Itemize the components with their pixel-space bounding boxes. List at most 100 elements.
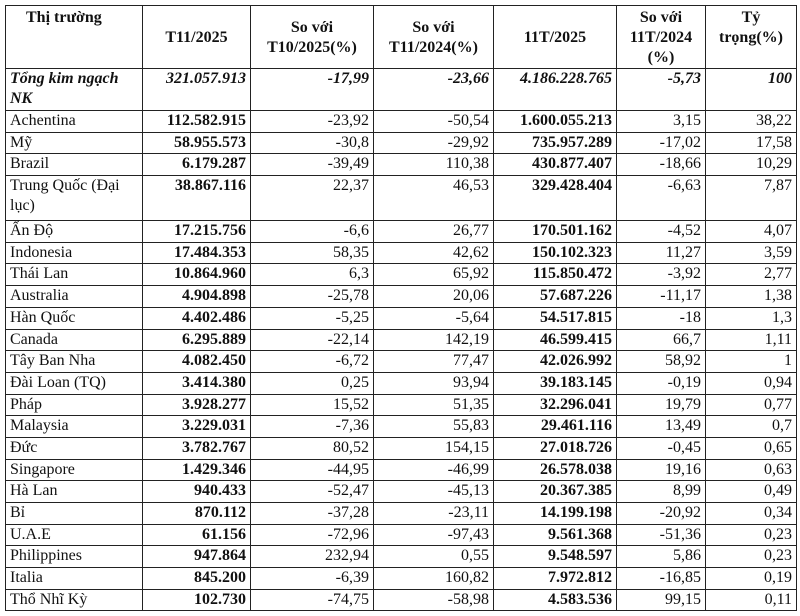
cell-vs-t11-2024: -46,99 (373, 458, 494, 482)
cell-11t-2025: 26.578.038 (493, 458, 617, 482)
cell-t11-2025: 38.867.116 (142, 175, 251, 222)
cell-11t-2025: 57.687.226 (493, 285, 617, 308)
cell-market-name: Canada (5, 328, 143, 352)
cell-t11-2025: 10.864.960 (142, 263, 251, 287)
cell-vs-11t-2024: -18 (616, 306, 706, 330)
cell-t11-2025: 870.112 (142, 502, 251, 525)
cell-market-name: Hà Lan (5, 480, 143, 503)
cell-market-name: Hàn Quốc (5, 306, 143, 330)
cell-11t-2025: 735.957.289 (493, 131, 617, 155)
cell-vs-11t-2024: 66,7 (616, 328, 706, 352)
cell-vs-t10-2025: -6,39 (250, 567, 374, 590)
table-row: Australia 4.904.898 -25,78 20,06 57.687.226-… (5, 285, 797, 308)
total-t11-2025: 321.057.913 (142, 68, 251, 111)
cell-t11-2025: 17.215.756 (142, 220, 251, 243)
header-share: Tỷ trọng(%) (705, 5, 797, 69)
cell-11t-2025: 20.367.385 (493, 480, 617, 503)
cell-market-name: Ấn Độ (5, 220, 143, 243)
cell-vs-t10-2025: -52,47 (250, 480, 374, 503)
cell-11t-2025: 32.296.041 (493, 393, 617, 417)
cell-vs-11t-2024: 11,27 (616, 241, 706, 265)
cell-vs-t11-2024: 51,35 (373, 393, 494, 417)
cell-vs-t11-2024: 26,77 (373, 220, 494, 243)
table-row: Brazil 6.179.287 -39,49 110,38 430.877.407 -1… (5, 153, 797, 177)
cell-share: 7,87 (705, 175, 797, 222)
cell-market-name: Philippines (5, 545, 143, 569)
table-row: Pháp 3.928.277 15,52 51,35 32.296.041 19,79 0,… (5, 393, 797, 417)
cell-vs-11t-2024: 19,16 (616, 458, 706, 482)
cell-vs-t10-2025: -6,6 (250, 220, 374, 243)
cell-market-name: Tây Ban Nha (5, 350, 143, 373)
cell-share: 0,23 (705, 523, 797, 547)
cell-t11-2025: 3.928.277 (142, 393, 251, 417)
cell-vs-t10-2025: -25,78 (250, 285, 374, 308)
cell-market-name: Pháp (5, 393, 143, 417)
cell-market-name: U.A.E (5, 523, 143, 547)
cell-share: 10,29 (705, 153, 797, 177)
header-row: Thị trường T11/2025 So với T10/2025(%) S… (5, 5, 797, 69)
cell-share: 17,58 (705, 131, 797, 155)
cell-share: 0,34 (705, 502, 797, 525)
header-vs-t10-2025: So với T10/2025(%) (250, 5, 374, 69)
cell-vs-t10-2025: 80,52 (250, 436, 374, 460)
cell-share: 0,63 (705, 458, 797, 482)
cell-11t-2025: 29.461.116 (493, 415, 617, 438)
cell-share: 1 (705, 350, 797, 373)
cell-vs-t11-2024: 0,55 (373, 545, 494, 569)
cell-share: 0,11 (705, 588, 797, 612)
cell-share: 0,77 (705, 393, 797, 417)
cell-11t-2025: 430.877.407 (493, 153, 617, 177)
cell-11t-2025: 46.599.415 (493, 328, 617, 352)
cell-vs-t11-2024: -23,11 (373, 502, 494, 525)
header-t11-2025: T11/2025 (142, 5, 251, 69)
cell-vs-t11-2024: 160,82 (373, 567, 494, 590)
table-row: Malaysia 3.229.031 -7,36 55,83 29.461.116 13,… (5, 415, 797, 438)
table-row: Đài Loan (TQ) 3.414.380 0,25 93,94 39.183.14… (5, 371, 797, 395)
header-market: Thị trường (5, 5, 143, 69)
cell-11t-2025: 1.600.055.213 (493, 110, 617, 133)
cell-vs-t11-2024: 65,92 (373, 263, 494, 287)
header-vs-t11-2024: So với T11/2024(%) (373, 5, 494, 69)
cell-vs-11t-2024: -0,45 (616, 436, 706, 460)
cell-vs-11t-2024: -6,63 (616, 175, 706, 222)
cell-vs-t10-2025: 0,25 (250, 371, 374, 395)
table-row: Philippines 947.864 232,94 0,55 9.548.597 5,8… (5, 545, 797, 569)
cell-t11-2025: 17.484.353 (142, 241, 251, 265)
cell-share: 1,3 (705, 306, 797, 330)
table-row: Singapore 1.429.346 -44,95 -46,99 26.578.038… (5, 458, 797, 482)
cell-11t-2025: 54.517.815 (493, 306, 617, 330)
cell-share: 2,77 (705, 263, 797, 287)
cell-vs-t10-2025: -37,28 (250, 502, 374, 525)
cell-vs-t11-2024: -45,13 (373, 480, 494, 503)
cell-11t-2025: 9.561.368 (493, 523, 617, 547)
cell-market-name: Mỹ (5, 131, 143, 155)
cell-vs-t10-2025: 232,94 (250, 545, 374, 569)
total-row: Tổng kim ngạch NK 321.057.913 -17,99 -23… (5, 68, 797, 111)
cell-vs-t10-2025: -5,25 (250, 306, 374, 330)
table-row: U.A.E 61.156 -72,96 -97,43 9.561.368 -51,36 0,… (5, 523, 797, 547)
table-row: Canada 6.295.889 -22,14 142,19 46.599.415 66,… (5, 328, 797, 352)
cell-share: 0,94 (705, 371, 797, 395)
cell-t11-2025: 947.864 (142, 545, 251, 569)
cell-t11-2025: 6.295.889 (142, 328, 251, 352)
table-row: Mỹ 58.955.573 -30,8 -29,92 735.957.289 -17,02… (5, 131, 797, 155)
cell-vs-11t-2024: -17,02 (616, 131, 706, 155)
table-row: Thái Lan 10.864.960 6,3 65,92 115.850.472 -3,… (5, 263, 797, 287)
cell-vs-t10-2025: -23,92 (250, 110, 374, 133)
cell-11t-2025: 27.018.726 (493, 436, 617, 460)
cell-vs-t10-2025: 58,35 (250, 241, 374, 265)
table-row: Thổ Nhĩ Kỳ 102.730 -74,75 -58,98 4.583.536 99… (5, 588, 797, 612)
cell-t11-2025: 58.955.573 (142, 131, 251, 155)
total-vs-t11-2024: -23,66 (373, 68, 494, 111)
cell-vs-11t-2024: -51,36 (616, 523, 706, 547)
cell-vs-t11-2024: 110,38 (373, 153, 494, 177)
cell-vs-11t-2024: 5,86 (616, 545, 706, 569)
cell-11t-2025: 39.183.145 (493, 371, 617, 395)
cell-vs-t10-2025: 15,52 (250, 393, 374, 417)
cell-11t-2025: 115.850.472 (493, 263, 617, 287)
cell-vs-t11-2024: -29,92 (373, 131, 494, 155)
cell-vs-11t-2024: 19,79 (616, 393, 706, 417)
cell-vs-t11-2024: -97,43 (373, 523, 494, 547)
cell-vs-t11-2024: 77,47 (373, 350, 494, 373)
cell-vs-11t-2024: 3,15 (616, 110, 706, 133)
